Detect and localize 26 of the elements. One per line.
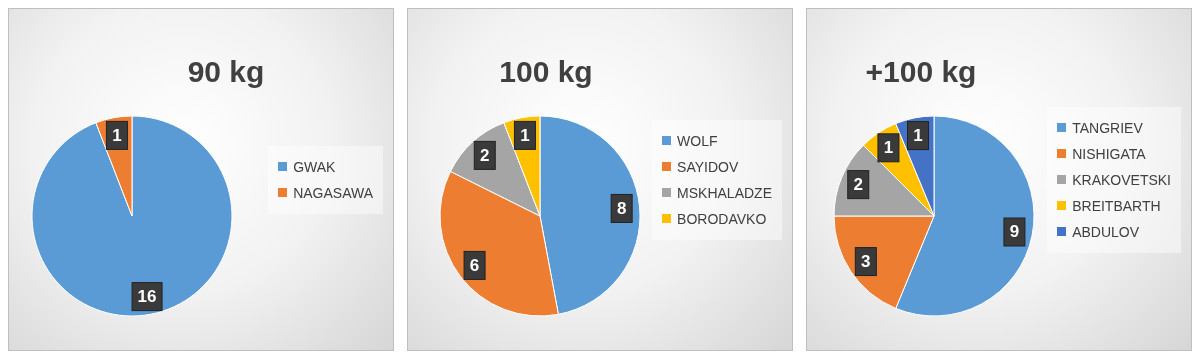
- data-label: 1: [520, 125, 530, 145]
- slice-label: WOLF: [677, 131, 718, 151]
- legend-label: MSKHALADZE: [677, 183, 772, 203]
- legend-label: KRAKOVETSKI: [1072, 170, 1171, 190]
- data-label: 16: [137, 287, 157, 307]
- legend-label: SAYIDOV: [677, 157, 739, 177]
- data-label: 1: [883, 138, 894, 158]
- data-label: 2: [480, 145, 490, 165]
- data-label: 1: [112, 125, 122, 145]
- legend-label: ABDULOV: [1072, 222, 1140, 242]
- data-label: 1: [913, 126, 923, 146]
- data-label: 9: [1009, 222, 1020, 242]
- legend-label: BORODAVKO: [677, 209, 767, 229]
- data-label: 2: [853, 175, 863, 195]
- slice-label: GWAK: [293, 157, 336, 177]
- chart-title: +100 kg: [865, 54, 977, 88]
- data-label: 3: [861, 252, 871, 272]
- chart-title: 90 kg: [187, 54, 265, 88]
- data-label: 8: [616, 198, 627, 218]
- legend-label: NISHIGATA: [1072, 144, 1146, 164]
- chart-title: 100 kg: [499, 54, 593, 88]
- legend-label: BREITBARTH: [1072, 196, 1161, 216]
- data-label: 6: [469, 255, 480, 275]
- pie-slice: [31, 115, 233, 317]
- legend-label: NAGASAWA: [293, 183, 373, 203]
- slice-label: TANGRIEV: [1072, 118, 1143, 138]
